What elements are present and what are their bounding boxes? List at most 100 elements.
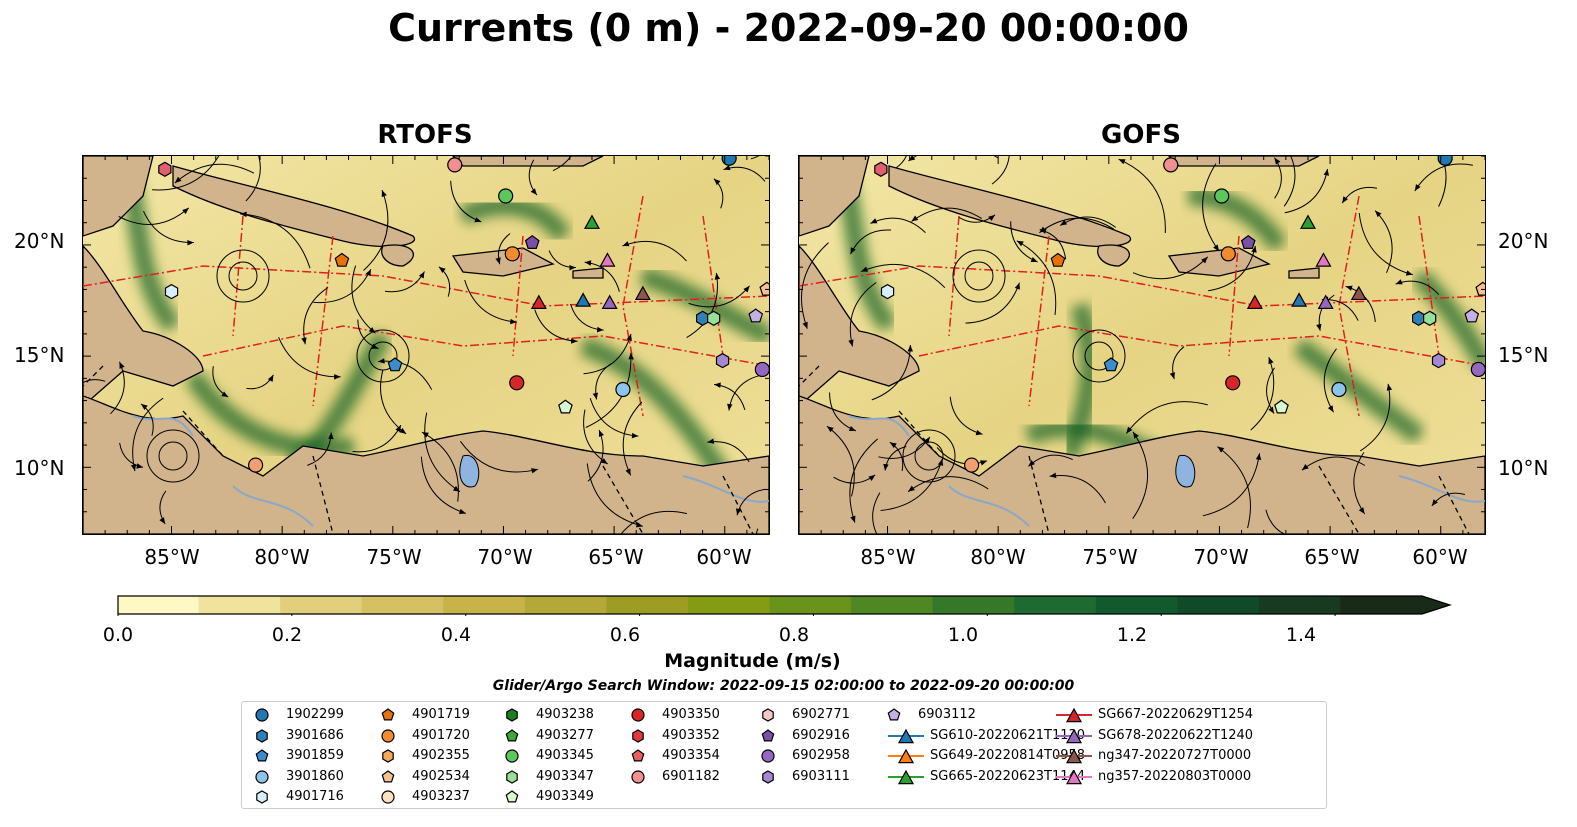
platform-marker-6903111[interactable]	[715, 352, 730, 369]
lat-tick-label: 15°N	[14, 343, 65, 367]
platform-marker-ng347-20220727T0000[interactable]	[1350, 285, 1367, 301]
platform-marker-4903350[interactable]	[509, 375, 525, 391]
platform-marker-6902958[interactable]	[1470, 361, 1485, 378]
streamline-arrow	[1431, 499, 1438, 507]
streamline	[1202, 453, 1260, 517]
platform-marker-3901859[interactable]	[387, 357, 403, 372]
platform-marker-ng357-20220803T0000[interactable]	[599, 252, 616, 267]
streamline-arrow	[531, 468, 538, 474]
streamline-arrow	[365, 269, 371, 277]
platform-marker-1902299[interactable]	[1437, 156, 1453, 166]
eez-boundary	[1338, 195, 1360, 417]
streamline	[1265, 509, 1286, 534]
streamline-arrow	[826, 426, 834, 433]
platform-marker-4903350[interactable]	[1225, 375, 1241, 391]
legend-label: 4901720	[412, 727, 470, 743]
platform-marker-6902771[interactable]	[158, 161, 172, 177]
eddy-streamline	[228, 261, 258, 291]
border-line	[799, 365, 820, 387]
eddy-streamline	[902, 429, 956, 483]
map-canvas	[83, 156, 769, 534]
border-line	[602, 465, 644, 534]
colorbar-segment	[851, 596, 934, 614]
legend-label: SG665-20220623T1144	[930, 768, 1086, 784]
map-canvas	[799, 156, 1485, 534]
eddy-streamline	[368, 341, 398, 371]
platform-marker-SG610-20220621T1130[interactable]	[1291, 292, 1308, 307]
platform-marker-4903237[interactable]	[964, 457, 980, 473]
triangle-line-marker-icon	[1056, 769, 1092, 784]
eddy-streamline	[914, 441, 944, 471]
streamline-arrow	[628, 352, 634, 360]
streamline	[585, 352, 632, 428]
streamline	[363, 189, 389, 271]
streamline-arrow	[868, 474, 876, 481]
streamline	[118, 207, 190, 225]
streamline	[378, 360, 433, 390]
legend-label: 4903277	[536, 727, 594, 743]
streamline	[552, 156, 572, 172]
platform-marker-6902916[interactable]	[1240, 234, 1256, 250]
platform-marker-4901716[interactable]	[880, 283, 895, 300]
platform-marker-4902534[interactable]	[1475, 281, 1485, 296]
platform-marker-SG665-20220623T1144[interactable]	[1299, 214, 1316, 229]
platform-marker-3901859[interactable]	[1103, 357, 1119, 372]
legend-label: 4903349	[536, 789, 594, 804]
platform-marker-3901860[interactable]	[1331, 381, 1347, 398]
land-mass	[799, 395, 1485, 534]
current-core	[190, 374, 354, 452]
circle-marker-icon	[381, 790, 395, 804]
map-panel-rtofs	[82, 155, 770, 535]
platform-marker-SG678-20220622T1240[interactable]	[601, 294, 618, 309]
streamline	[686, 272, 718, 339]
platform-marker-4903347[interactable]	[706, 310, 721, 326]
platform-marker-ng347-20220727T0000[interactable]	[634, 285, 651, 301]
hexagon-marker-icon	[762, 708, 774, 722]
platform-marker-6903112[interactable]	[748, 308, 764, 323]
streamline	[755, 528, 759, 534]
streamline-arrow	[570, 338, 578, 344]
platform-marker-4903349[interactable]	[1274, 399, 1289, 414]
platform-marker-4903349[interactable]	[558, 399, 573, 414]
platform-marker-4901719[interactable]	[334, 252, 350, 267]
streamline-arrow	[452, 485, 460, 492]
platform-marker-4901720[interactable]	[1220, 246, 1236, 262]
streamline-arrow	[1316, 323, 1322, 331]
platform-marker-4903347[interactable]	[1422, 310, 1437, 326]
platform-marker-1902299[interactable]	[721, 156, 737, 166]
eez-boundary	[1028, 235, 1050, 407]
platform-marker-4901716[interactable]	[164, 283, 179, 300]
platform-marker-SG667-20220629T1254[interactable]	[1246, 294, 1263, 309]
platform-marker-SG665-20220623T1144[interactable]	[583, 214, 600, 229]
platform-marker-6903112[interactable]	[1464, 308, 1480, 323]
platform-marker-6902771[interactable]	[874, 161, 888, 177]
platform-marker-4901719[interactable]	[1050, 252, 1066, 267]
platform-marker-SG610-20220621T1130[interactable]	[575, 292, 592, 307]
platform-marker-SG678-20220622T1240[interactable]	[1317, 294, 1334, 309]
platform-marker-6902958[interactable]	[754, 361, 769, 378]
streamline-arrow	[1251, 245, 1257, 253]
platform-marker-4903237[interactable]	[248, 457, 264, 473]
streamline-arrow	[530, 188, 537, 196]
platform-marker-4902534[interactable]	[759, 281, 769, 296]
platform-marker-6901182[interactable]	[1163, 157, 1179, 173]
platform-marker-SG667-20220629T1254[interactable]	[530, 294, 547, 309]
streamline-arrow	[474, 217, 482, 223]
platform-marker-4901720[interactable]	[504, 246, 520, 262]
platform-marker-ng357-20220803T0000[interactable]	[1315, 252, 1332, 267]
platform-marker-4903345[interactable]	[1214, 188, 1230, 204]
streamline	[1374, 210, 1393, 274]
platform-marker-3901860[interactable]	[615, 381, 631, 398]
platform-marker-6902916[interactable]	[524, 234, 540, 250]
eez-boundary	[799, 265, 1485, 307]
colorbar-outline	[117, 595, 1452, 615]
platform-marker-6903111[interactable]	[1431, 352, 1446, 369]
platform-marker-3901686[interactable]	[695, 310, 710, 326]
colorbar	[117, 595, 1452, 616]
streamline-arrow	[381, 190, 387, 198]
platform-marker-6901182[interactable]	[447, 157, 463, 173]
colorbar-segment	[1014, 596, 1097, 614]
platform-marker-3901686[interactable]	[1411, 310, 1426, 326]
land-mass	[1097, 244, 1131, 267]
platform-marker-4903345[interactable]	[498, 188, 514, 204]
